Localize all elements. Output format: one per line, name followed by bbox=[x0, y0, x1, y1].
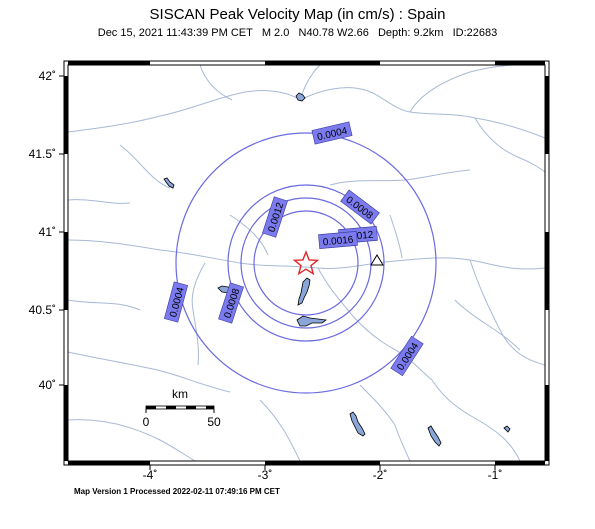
lat-tick-label: 40.5˚ bbox=[29, 303, 56, 317]
star-icon bbox=[292, 250, 320, 276]
scale-bar-title: km bbox=[172, 387, 188, 401]
lon-tick-label: -1˚ bbox=[488, 468, 503, 482]
lat-tick-label: 42˚ bbox=[39, 69, 56, 83]
lat-tick-label: 41˚ bbox=[39, 225, 56, 239]
contour-ring-0004 bbox=[175, 132, 437, 394]
map-frame bbox=[59, 60, 550, 470]
scale-bar-start: 0 bbox=[143, 415, 150, 429]
contour-ring-0012 bbox=[240, 197, 372, 329]
map-title: SISCAN Peak Velocity Map (in cm/s) : Spa… bbox=[149, 6, 446, 23]
contour-ring-0016 bbox=[253, 210, 359, 316]
reservoirs bbox=[163, 92, 511, 447]
lat-tick-label: 41.5˚ bbox=[29, 147, 56, 161]
triangle-icon bbox=[370, 254, 384, 266]
lon-tick-label: -4˚ bbox=[143, 468, 158, 482]
lat-tick-label: 40˚ bbox=[39, 378, 56, 392]
velocity-contours bbox=[175, 132, 437, 394]
contour-label: 0.0016 bbox=[322, 235, 354, 249]
longitude-axis: -4˚ -3˚ -2˚ -1˚ bbox=[143, 468, 503, 482]
latitude-axis: 42˚ 41.5˚ 41˚ 40.5˚ 40˚ bbox=[29, 69, 56, 392]
rivers bbox=[67, 64, 546, 462]
scale-bar: km 0 50 bbox=[143, 387, 221, 429]
processing-note: Map Version 1 Processed 2022-02-11 07:49… bbox=[74, 487, 280, 496]
scale-bar-end: 50 bbox=[207, 415, 221, 429]
event-info: Dec 15, 2021 11:43:39 PM CET M 2.0 N40.7… bbox=[97, 27, 498, 39]
contour-ring-0008 bbox=[227, 184, 385, 342]
lon-tick-label: -3˚ bbox=[258, 468, 273, 482]
lon-tick-label: -2˚ bbox=[373, 468, 388, 482]
